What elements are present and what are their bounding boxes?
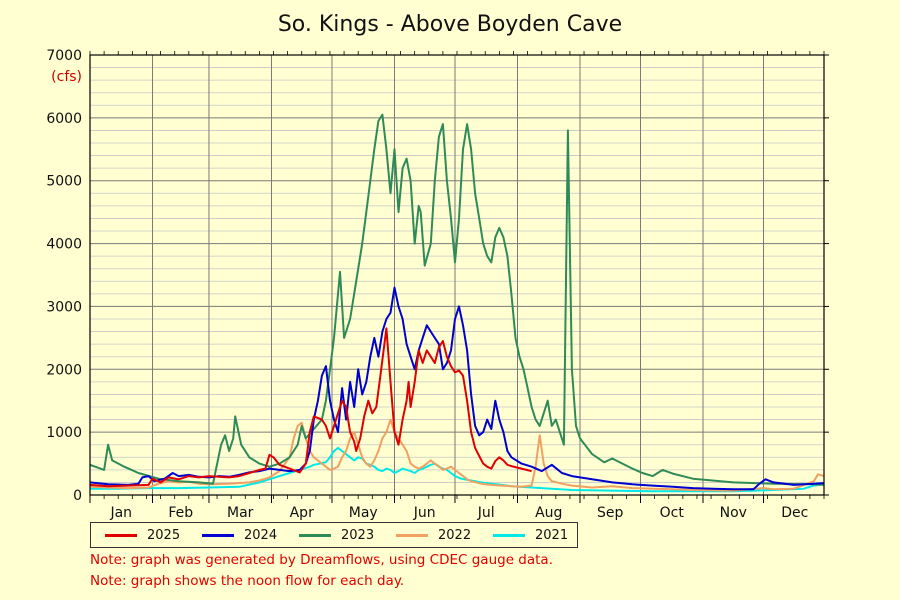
y-tick-label: 3000: [46, 299, 82, 315]
legend-swatch-2023: [299, 533, 331, 537]
x-tick-label: Oct: [660, 505, 685, 521]
y-axis-unit-label: (cfs): [51, 69, 82, 85]
legend-swatch-2024: [202, 533, 234, 537]
x-tick-label: Aug: [535, 505, 562, 521]
x-tick-label: Sep: [597, 505, 624, 521]
chart-title: So. Kings - Above Boyden Cave: [277, 12, 623, 37]
series-line-2023: [89, 113, 825, 486]
legend-item-2024: 2024: [188, 528, 285, 543]
x-tick-label: Apr: [290, 505, 314, 521]
legend-item-2022: 2022: [382, 528, 479, 543]
legend-swatch-2022: [396, 533, 428, 537]
legend-item-2025: 2025: [91, 528, 188, 543]
x-tick-label: Dec: [781, 505, 808, 521]
x-tick-label: Jan: [109, 505, 132, 521]
y-tick-label: 1000: [46, 425, 82, 441]
x-tick-label: Feb: [168, 505, 193, 521]
legend-label-2021: 2021: [535, 527, 569, 543]
legend-label-2023: 2023: [341, 527, 375, 543]
legend-item-2023: 2023: [285, 528, 382, 543]
y-tick-label: 2000: [46, 362, 82, 378]
legend-item-2021: 2021: [479, 528, 576, 543]
x-tick-label: Jun: [413, 505, 436, 521]
legend-label-2024: 2024: [244, 527, 278, 543]
y-tick-label: 7000: [46, 48, 82, 64]
y-tick-label: 5000: [46, 174, 82, 190]
chart-legend: 2025 2024 2023 2022 2021: [90, 522, 578, 548]
legend-swatch-2021: [493, 533, 525, 537]
y-tick-label: 0: [73, 488, 82, 504]
note-data-source: Note: graph was generated by Dreamflows,…: [90, 552, 554, 568]
note-noon-flow: Note: graph shows the noon flow for each…: [90, 573, 405, 589]
plot-area: [90, 55, 824, 495]
plot-border: [89, 54, 825, 496]
x-tick-label: Nov: [720, 505, 747, 521]
y-tick-label: 4000: [46, 237, 82, 253]
legend-swatch-2025: [105, 533, 137, 537]
x-tick-label: Mar: [227, 505, 254, 521]
legend-label-2025: 2025: [147, 527, 181, 543]
x-tick-label: May: [349, 505, 378, 521]
legend-label-2022: 2022: [438, 527, 472, 543]
series-line-2025: [89, 327, 532, 488]
x-tick-label: Jul: [477, 505, 495, 521]
y-tick-label: 6000: [46, 111, 82, 127]
